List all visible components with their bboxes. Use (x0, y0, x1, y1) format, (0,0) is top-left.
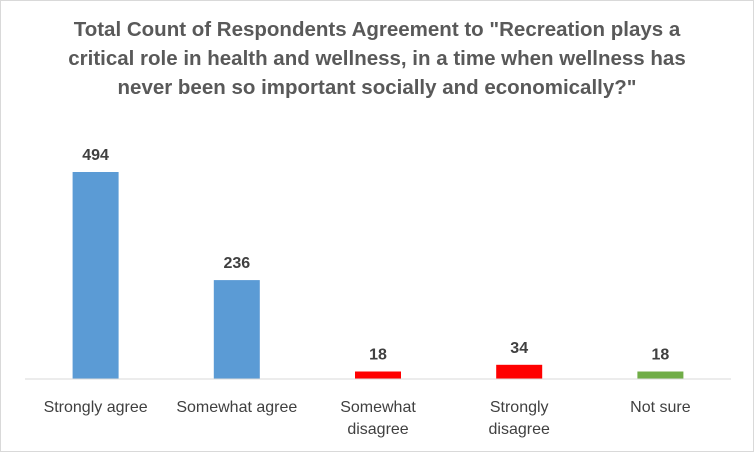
chart-title: Total Count of Respondents Agreement to … (68, 18, 686, 99)
data-label-3: 18 (369, 347, 387, 364)
category-label-1: Strongly agree (44, 399, 148, 416)
data-label-1: 494 (82, 147, 109, 164)
data-label-4: 34 (510, 340, 528, 357)
category-label-2: Somewhat agree (176, 399, 297, 416)
category-label-5: Not sure (630, 399, 691, 416)
bar-4 (496, 364, 543, 379)
bar-3 (355, 371, 401, 379)
bar-5 (637, 371, 684, 379)
category-label-4: Strongly disagree (489, 399, 550, 438)
category-label-3: Somewhat disagree (340, 399, 416, 438)
bar-2 (213, 280, 260, 379)
data-label-5: 18 (652, 347, 670, 364)
bar-1 (72, 172, 119, 379)
data-label-2: 236 (223, 255, 250, 272)
